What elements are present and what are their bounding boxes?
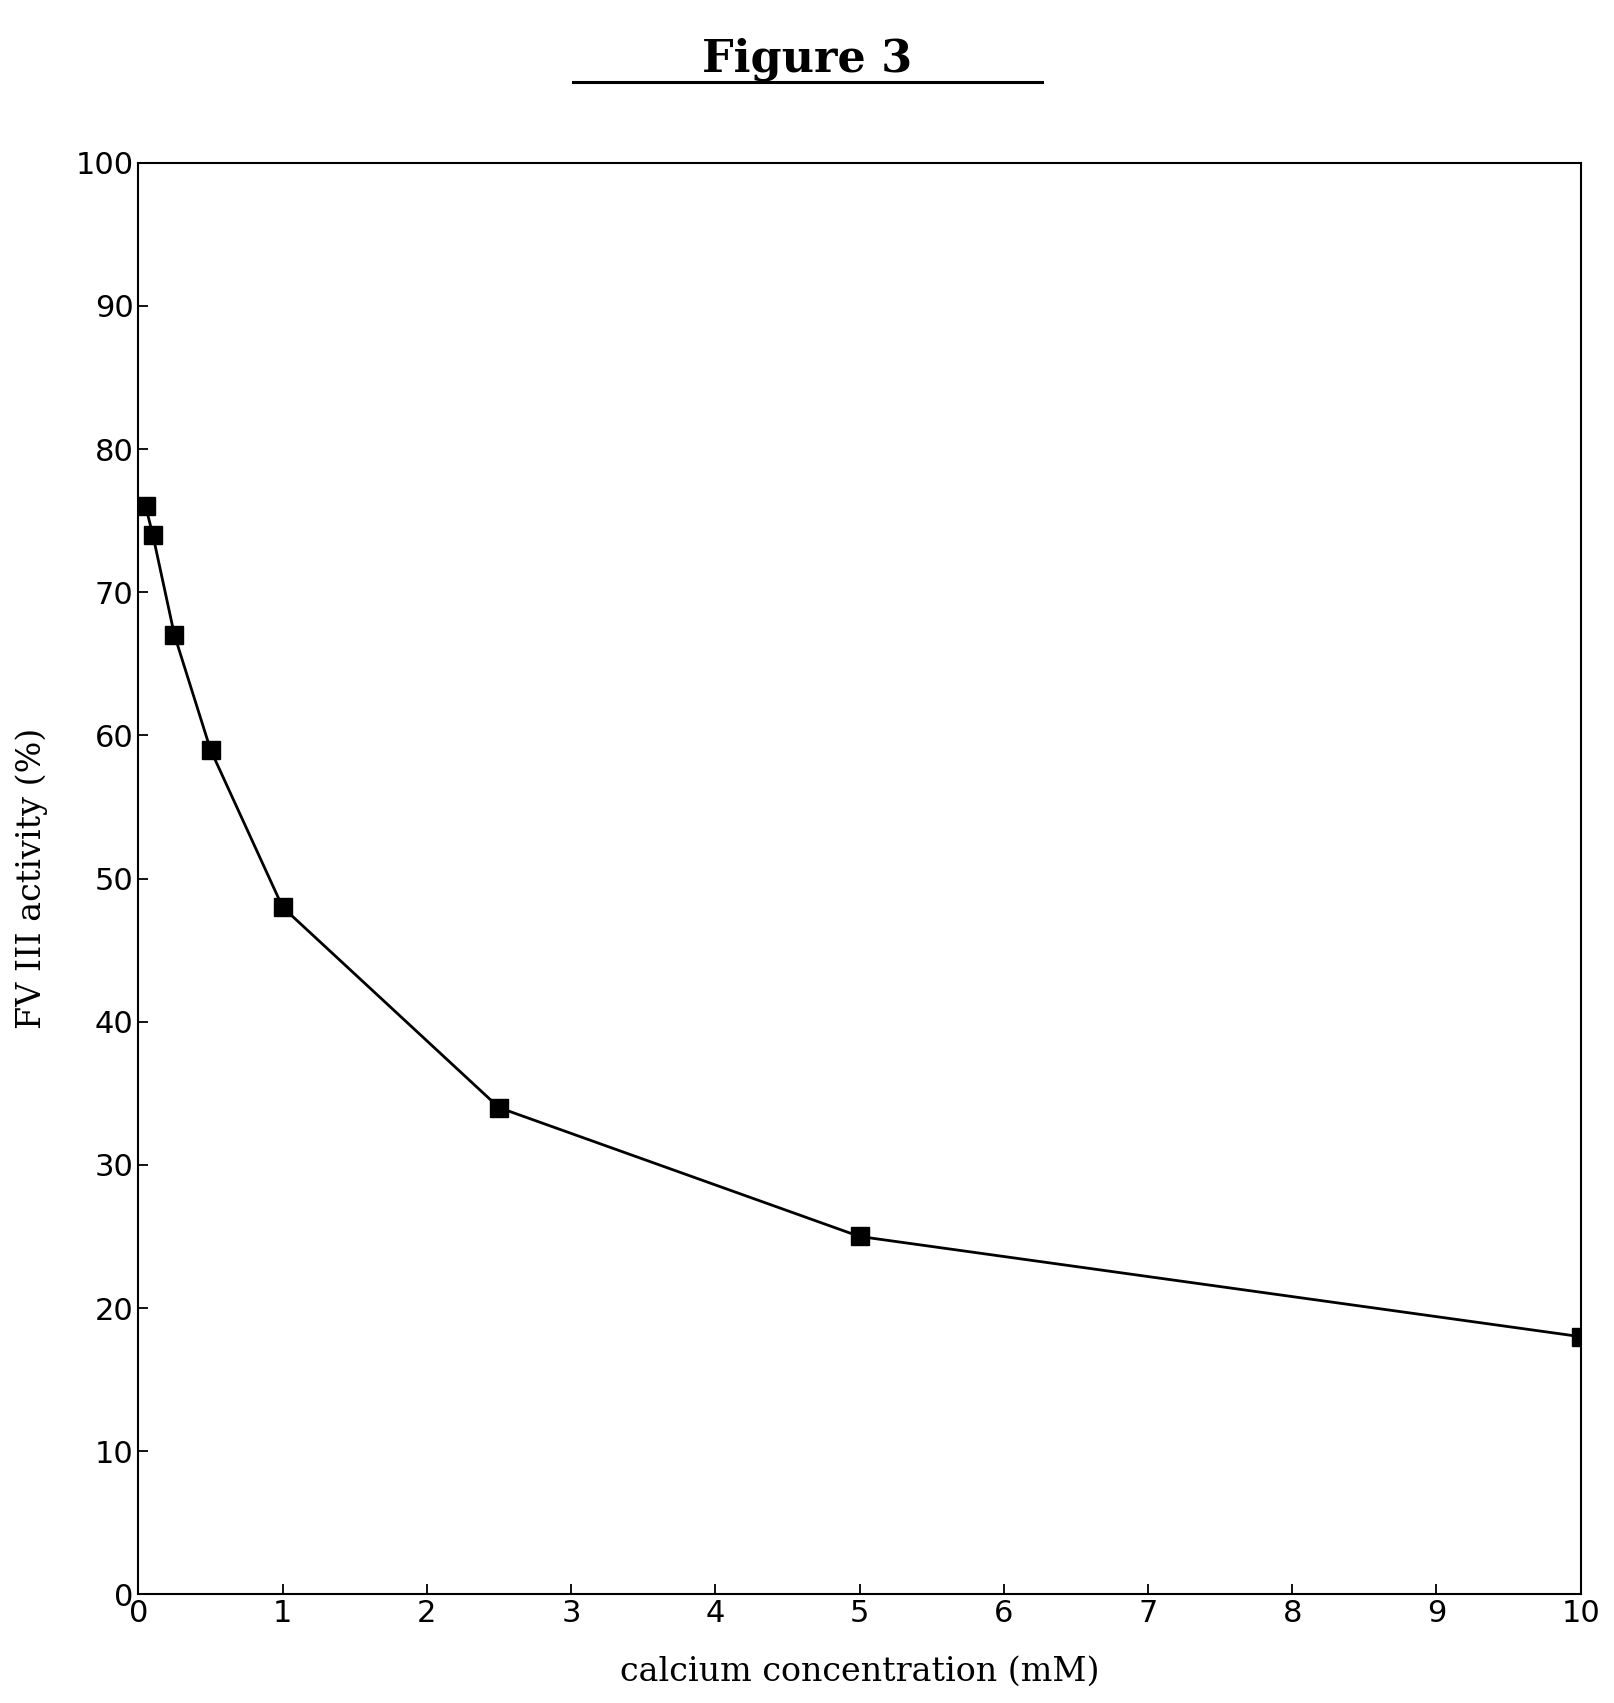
X-axis label: calcium concentration (mM): calcium concentration (mM) xyxy=(620,1655,1099,1688)
Text: Figure 3: Figure 3 xyxy=(702,37,912,82)
Y-axis label: FV III activity (%): FV III activity (%) xyxy=(15,727,48,1029)
